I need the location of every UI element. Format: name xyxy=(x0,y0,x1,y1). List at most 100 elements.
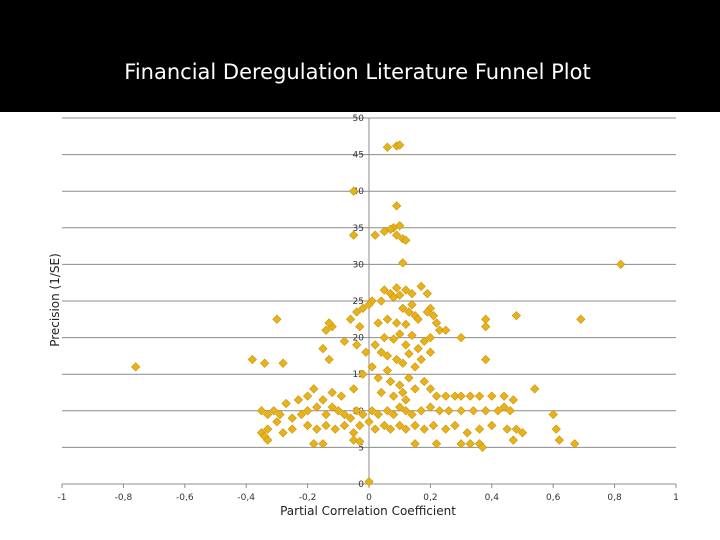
data-point xyxy=(404,373,414,383)
data-point xyxy=(431,391,442,401)
data-point xyxy=(382,365,393,376)
data-point xyxy=(450,391,460,401)
x-tick-label: 0 xyxy=(366,493,372,503)
chart-title: Financial Deregulation Literature Funnel… xyxy=(124,60,591,84)
x-axis-title: Partial Correlation Coefficient xyxy=(280,504,456,518)
data-point xyxy=(425,402,436,412)
data-point xyxy=(398,303,408,313)
data-point xyxy=(327,387,337,398)
data-point xyxy=(395,420,405,431)
data-point xyxy=(401,395,411,405)
y-tick-label: 15 xyxy=(353,370,364,380)
data-point xyxy=(321,420,331,431)
data-point xyxy=(269,406,279,416)
data-point xyxy=(373,409,383,420)
y-tick-label: 5 xyxy=(358,443,364,453)
data-point xyxy=(379,420,389,431)
data-point xyxy=(281,398,291,409)
data-point xyxy=(392,230,402,240)
data-point xyxy=(462,428,472,438)
data-point xyxy=(511,424,521,434)
data-point xyxy=(382,406,393,416)
data-point xyxy=(330,424,340,434)
data-point xyxy=(256,406,267,416)
data-point xyxy=(425,347,436,357)
data-point xyxy=(416,281,426,291)
data-point xyxy=(413,343,423,354)
data-point xyxy=(456,406,466,416)
data-point xyxy=(481,406,491,416)
data-point xyxy=(511,311,521,321)
data-point xyxy=(530,384,540,394)
data-point xyxy=(388,292,399,302)
data-point xyxy=(352,340,362,350)
data-point xyxy=(395,380,405,390)
data-point xyxy=(309,384,319,394)
data-point xyxy=(373,318,383,328)
data-point xyxy=(259,358,270,368)
data-point xyxy=(554,435,564,445)
data-point xyxy=(287,413,297,423)
x-tick-label: -0,2 xyxy=(299,493,317,503)
data-point xyxy=(131,362,141,372)
x-tick-label: 1 xyxy=(673,493,679,503)
data-point xyxy=(407,300,417,310)
data-point xyxy=(481,321,491,332)
y-tick-label: 30 xyxy=(353,260,365,270)
data-point xyxy=(382,314,393,324)
data-point xyxy=(422,289,432,299)
data-point xyxy=(570,439,580,449)
data-point xyxy=(339,420,350,431)
data-point xyxy=(481,354,491,365)
data-point xyxy=(419,424,429,434)
data-point xyxy=(296,409,307,420)
tick-labels: 05101520253035404550-1-0,8-0,6-0,4-0,200… xyxy=(58,114,679,503)
data-point xyxy=(477,442,488,453)
data-point xyxy=(395,220,405,231)
data-point xyxy=(379,285,389,295)
data-point xyxy=(247,354,257,365)
data-point xyxy=(382,351,393,361)
data-point xyxy=(318,439,328,449)
data-point xyxy=(401,340,411,350)
data-point xyxy=(293,395,304,405)
y-tick-label: 40 xyxy=(353,187,365,197)
data-point xyxy=(434,325,445,335)
x-tick-label: 0,6 xyxy=(546,493,561,503)
data-point xyxy=(392,318,402,328)
data-point xyxy=(339,409,350,420)
data-point xyxy=(398,387,408,398)
data-point xyxy=(358,303,368,313)
data-point xyxy=(425,384,436,394)
x-tick-label: -0,6 xyxy=(176,493,194,503)
data-point xyxy=(302,391,313,401)
data-point xyxy=(392,354,402,365)
data-point xyxy=(407,330,417,341)
data-point xyxy=(419,376,429,387)
data-point xyxy=(272,417,282,427)
data-point xyxy=(434,406,445,416)
data-point xyxy=(456,391,466,401)
data-point xyxy=(349,186,359,196)
data-point xyxy=(355,420,365,431)
data-point xyxy=(287,424,297,434)
y-tick-label: 45 xyxy=(353,151,364,161)
data-point xyxy=(450,420,460,431)
data-point xyxy=(487,391,497,401)
data-point xyxy=(352,307,362,317)
data-points xyxy=(131,140,626,487)
data-point xyxy=(431,439,442,449)
data-point xyxy=(358,369,368,379)
data-point xyxy=(367,362,377,372)
y-tick-label: 50 xyxy=(353,114,365,124)
data-point xyxy=(272,314,282,324)
data-point xyxy=(364,477,374,487)
data-point xyxy=(355,321,365,332)
data-point xyxy=(263,435,273,445)
data-point xyxy=(456,332,466,343)
data-point xyxy=(339,336,350,346)
x-tick-label: 0,8 xyxy=(607,493,622,503)
data-point xyxy=(465,439,475,449)
y-axis-title: Precision (1/SE) xyxy=(48,253,62,347)
